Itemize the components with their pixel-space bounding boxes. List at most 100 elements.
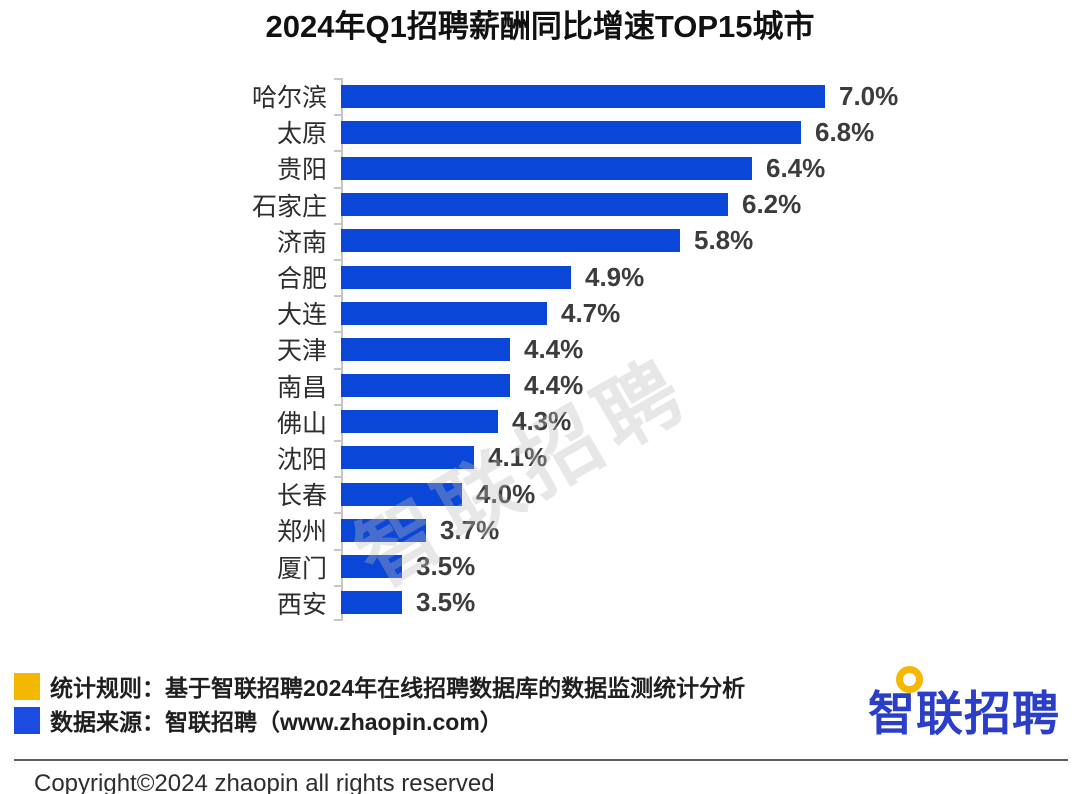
axis-tick [334, 404, 342, 406]
bar-area: 6.4% [341, 150, 1080, 186]
bar [341, 120, 801, 144]
city-label: 郑州 [276, 518, 327, 547]
bar [341, 337, 510, 361]
bar-area: 7.0% [341, 78, 1080, 114]
value-label: 4.7% [561, 297, 621, 328]
chart-row: 合肥 4.9% [0, 259, 1080, 295]
bar-area: 4.9% [341, 259, 1080, 295]
bar-area: 4.1% [341, 440, 1080, 476]
bar [341, 555, 402, 579]
bar-area: 5.8% [341, 223, 1080, 259]
city-label: 厦门 [276, 554, 327, 583]
yellow-square-marker [14, 672, 40, 700]
bar-area: 4.3% [341, 404, 1080, 440]
axis-tick [334, 331, 342, 333]
city-label: 合肥 [276, 265, 327, 294]
axis-tick [334, 619, 342, 621]
city-label: 大连 [276, 301, 327, 330]
city-label: 天津 [276, 337, 327, 366]
value-label: 6.8% [815, 116, 875, 147]
chart-row: 沈阳 4.1% [0, 440, 1080, 476]
axis-tick [334, 295, 342, 297]
axis-tick [334, 512, 342, 514]
note-statistics-rule: 统计规则：基于智联招聘2024年在线招聘数据库的数据监测统计分析 [14, 669, 745, 703]
chart-row: 贵阳 6.4% [0, 150, 1080, 186]
value-label: 4.3% [512, 406, 572, 437]
axis-tick [334, 187, 342, 189]
value-label: 3.5% [416, 587, 476, 618]
bar [341, 84, 825, 108]
city-label: 哈尔滨 [251, 84, 327, 113]
bar-area: 4.7% [341, 295, 1080, 331]
bar [341, 374, 510, 398]
city-label: 太原 [276, 120, 327, 149]
copyright-text: Copyright©2024 zhaopin all rights reserv… [34, 770, 495, 794]
chart-row: 太原 6.8% [0, 114, 1080, 150]
chart-row: 济南 5.8% [0, 223, 1080, 259]
chart-row: 天津 4.4% [0, 331, 1080, 367]
bar-area: 3.5% [341, 548, 1080, 584]
city-label: 佛山 [276, 409, 327, 438]
bar [341, 482, 462, 506]
axis-tick [334, 476, 342, 478]
axis-tick [334, 259, 342, 261]
bar [341, 591, 402, 615]
bar [341, 446, 474, 470]
value-label: 4.0% [476, 478, 536, 509]
bar [341, 265, 571, 289]
bar-area: 6.8% [341, 114, 1080, 150]
city-label: 贵阳 [276, 156, 327, 185]
value-label: 4.4% [524, 370, 584, 401]
axis-tick [334, 549, 342, 551]
bar [341, 301, 547, 325]
bar [341, 229, 680, 253]
chart-row: 郑州 3.7% [0, 512, 1080, 548]
bar [341, 193, 728, 217]
chart-row: 大连 4.7% [0, 295, 1080, 331]
zhaopin-logo-text: 智联招聘 [868, 687, 1060, 740]
footer-divider [14, 759, 1068, 761]
bar-area: 4.4% [341, 368, 1080, 404]
axis-tick [334, 78, 342, 80]
bar-area: 3.5% [341, 585, 1080, 621]
value-label: 7.0% [839, 80, 899, 111]
city-label: 长春 [276, 482, 327, 511]
footer: 统计规则：基于智联招聘2024年在线招聘数据库的数据监测统计分析 数据来源：智联… [0, 666, 1080, 744]
chart-row: 南昌 4.4% [0, 368, 1080, 404]
chart-row: 厦门 3.5% [0, 548, 1080, 584]
axis-tick [334, 114, 342, 116]
chart-title: 2024年Q1招聘薪酬同比增速TOP15城市 [265, 9, 815, 44]
chart-row: 长春 4.0% [0, 476, 1080, 512]
statistics-rule-text: 统计规则：基于智联招聘2024年在线招聘数据库的数据监测统计分析 [50, 675, 746, 701]
bar [341, 518, 426, 542]
city-label: 石家庄 [251, 192, 327, 221]
bar [341, 410, 498, 434]
axis-tick [334, 440, 342, 442]
note-data-source: 数据来源：智联招聘（www.zhaopin.com） [14, 703, 745, 737]
value-label: 5.8% [694, 225, 754, 256]
bar-area: 4.0% [341, 476, 1080, 512]
footer-notes: 统计规则：基于智联招聘2024年在线招聘数据库的数据监测统计分析 数据来源：智联… [14, 669, 745, 737]
axis-tick [334, 223, 342, 225]
value-label: 4.4% [524, 333, 584, 364]
value-label: 3.5% [416, 551, 476, 582]
data-source-text: 数据来源：智联招聘（www.zhaopin.com） [50, 709, 503, 735]
axis-tick [334, 585, 342, 587]
city-label: 沈阳 [276, 445, 327, 474]
chart-row: 西安 3.5% [0, 585, 1080, 621]
value-label: 4.1% [488, 442, 548, 473]
axis-tick [334, 368, 342, 370]
city-label: 济南 [276, 228, 327, 257]
chart-row: 石家庄 6.2% [0, 187, 1080, 223]
bar [341, 156, 752, 180]
bar-chart: 哈尔滨 7.0% 太原 6.8% 贵阳 6.4% 石家庄 6.2% 济南 5.8% 合肥 4.9% 大连… [0, 78, 1080, 621]
bar-area: 4.4% [341, 331, 1080, 367]
city-label: 西安 [276, 590, 327, 619]
chart-row: 佛山 4.3% [0, 404, 1080, 440]
bar-area: 6.2% [341, 187, 1080, 223]
value-label: 3.7% [440, 514, 500, 545]
chart-rows: 哈尔滨 7.0% 太原 6.8% 贵阳 6.4% 石家庄 6.2% 济南 5.8% 合肥 4.9% 大连… [0, 78, 1080, 621]
axis-tick [334, 150, 342, 152]
chart-row: 哈尔滨 7.0% [0, 78, 1080, 114]
